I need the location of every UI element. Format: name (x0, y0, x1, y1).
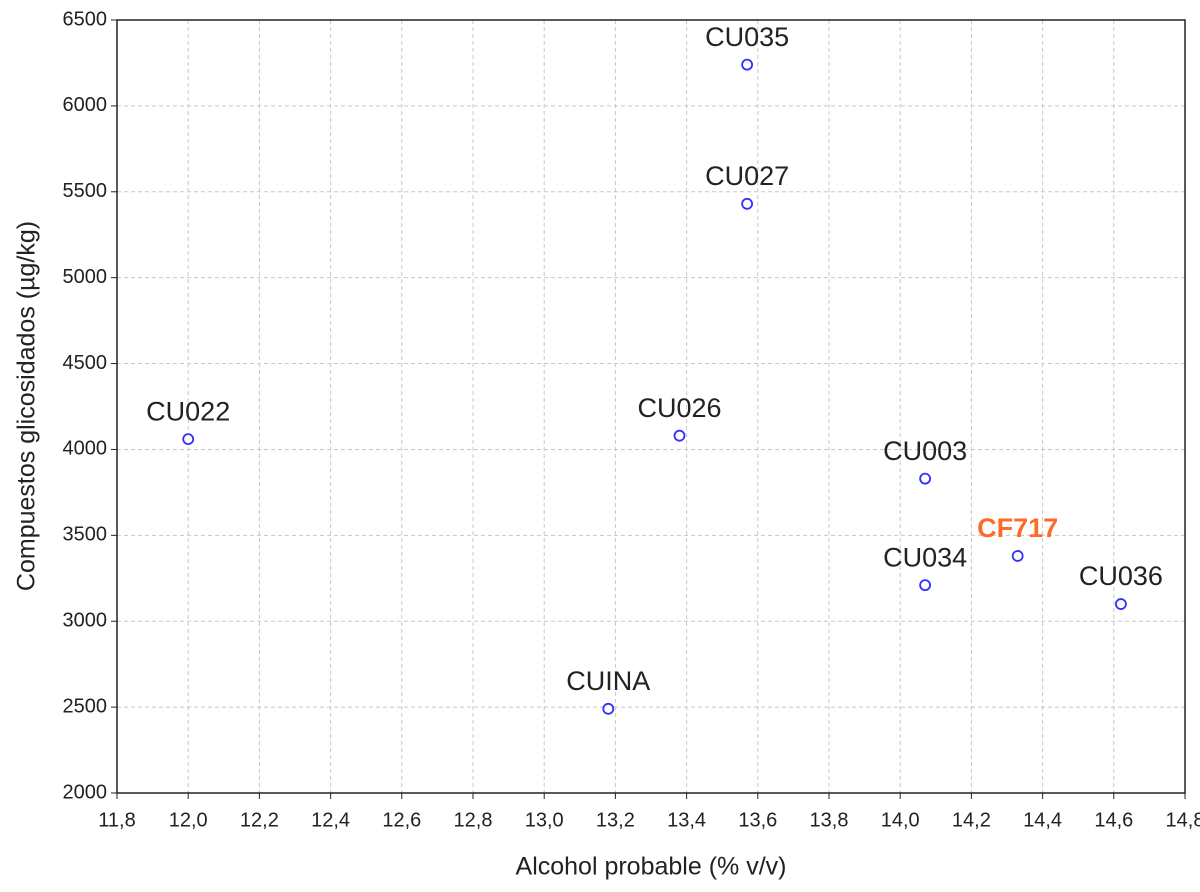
y-axis-title: Compuestos glicosidados (µg/kg) (13, 221, 41, 591)
point-label: CU026 (637, 393, 721, 423)
point-label: CU022 (146, 396, 230, 426)
x-tick-label: 14,8 (1166, 809, 1200, 831)
point (1011, 550, 1024, 562)
x-tick-label: 14,6 (1094, 809, 1133, 831)
point (673, 429, 686, 442)
y-tick-label: 5000 (63, 266, 108, 288)
point-label: CU034 (883, 542, 967, 572)
y-tick-label: 6500 (63, 8, 108, 30)
x-tick-label: 14,4 (1023, 809, 1062, 831)
point (919, 472, 932, 485)
point-label: CU035 (705, 22, 789, 52)
y-tick-label: 4000 (63, 438, 108, 460)
point (919, 579, 932, 592)
x-tick-label: 12,0 (169, 809, 208, 831)
x-axis-title: Alcohol probable (% v/v) (516, 853, 787, 881)
x-tick-label: 12,6 (382, 809, 421, 831)
y-tick-label: 3000 (63, 610, 108, 632)
point-label: CU036 (1079, 561, 1163, 591)
point-label: CUINA (566, 666, 650, 696)
x-tick-label: 11,8 (98, 809, 135, 831)
x-tick-label: 13,0 (525, 809, 564, 831)
y-tick-label: 5500 (63, 180, 108, 202)
point (1115, 598, 1127, 610)
x-tick-label: 14,0 (881, 809, 920, 831)
y-tick-label: 3500 (63, 524, 108, 546)
x-tick-label: 13,6 (738, 809, 777, 831)
y-tick-label: 2000 (63, 781, 108, 803)
point-label: CU027 (705, 161, 789, 191)
point (182, 433, 195, 446)
point (741, 197, 754, 210)
x-tick-label: 13,8 (810, 809, 849, 831)
x-tick-label: 12,2 (240, 809, 279, 831)
x-tick-label: 13,2 (596, 809, 635, 831)
x-tick-label: 12,4 (311, 809, 350, 831)
y-tick-label: 4500 (63, 352, 108, 374)
point-label: CU003 (883, 436, 967, 466)
plot-frame (116, 19, 1186, 794)
point-label: CF717 (977, 513, 1058, 543)
point (602, 702, 615, 715)
point (741, 58, 754, 71)
y-tick-label: 2500 (63, 695, 108, 717)
x-tick-label: 12,8 (454, 809, 493, 831)
x-tick-label: 13,4 (667, 809, 706, 831)
x-tick-label: 14,2 (952, 809, 991, 831)
y-tick-label: 6000 (63, 94, 108, 116)
